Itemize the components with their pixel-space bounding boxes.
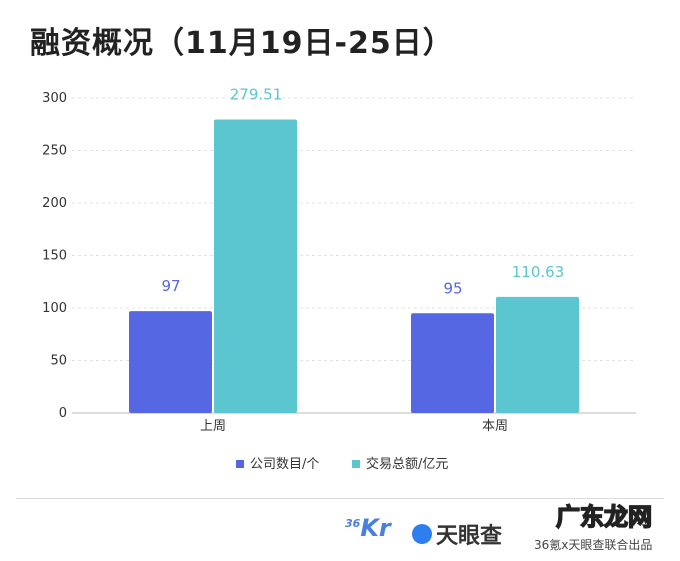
y-tick-label: 50 — [50, 354, 67, 369]
legend-label: 公司数目/个 — [250, 457, 319, 472]
y-tick-label: 200 — [42, 196, 67, 211]
bar — [496, 296, 579, 413]
x-tick-label: 上周 — [200, 419, 226, 434]
x-tick-label: 本周 — [482, 419, 508, 434]
divider — [16, 498, 664, 499]
tianyancha-icon — [412, 524, 432, 544]
bar — [214, 119, 297, 414]
legend-label: 交易总额/亿元 — [366, 456, 448, 472]
tianyancha-wordmark: 天眼查 — [436, 524, 503, 549]
bar — [411, 313, 494, 413]
logo-tianyancha: 天眼查 — [412, 518, 502, 550]
data-label: 279.51 — [230, 86, 283, 104]
y-tick-label: 300 — [42, 91, 67, 106]
data-label: 97 — [161, 277, 180, 295]
footer-credit: 36氪x天眼查联合出品 — [534, 538, 653, 552]
chart-title: 融资概况（11月19日-25日） — [30, 26, 454, 61]
data-label: 95 — [443, 279, 462, 297]
logo-36kr: 36Kr — [345, 514, 391, 542]
y-tick-label: 250 — [42, 144, 67, 159]
bar — [129, 311, 212, 413]
y-tick-label: 150 — [42, 249, 67, 264]
legend-swatch — [352, 460, 360, 468]
data-label: 110.63 — [512, 263, 565, 281]
bar-chart: 0 50 100 150 200 250 300 上周 97 279.51 本周 95 110.63 公司… — [42, 86, 636, 472]
watermark: 广东龙网 — [555, 502, 653, 532]
y-tick-label: 0 — [59, 406, 67, 421]
legend-swatch — [236, 460, 244, 468]
y-tick-label: 100 — [42, 301, 67, 316]
